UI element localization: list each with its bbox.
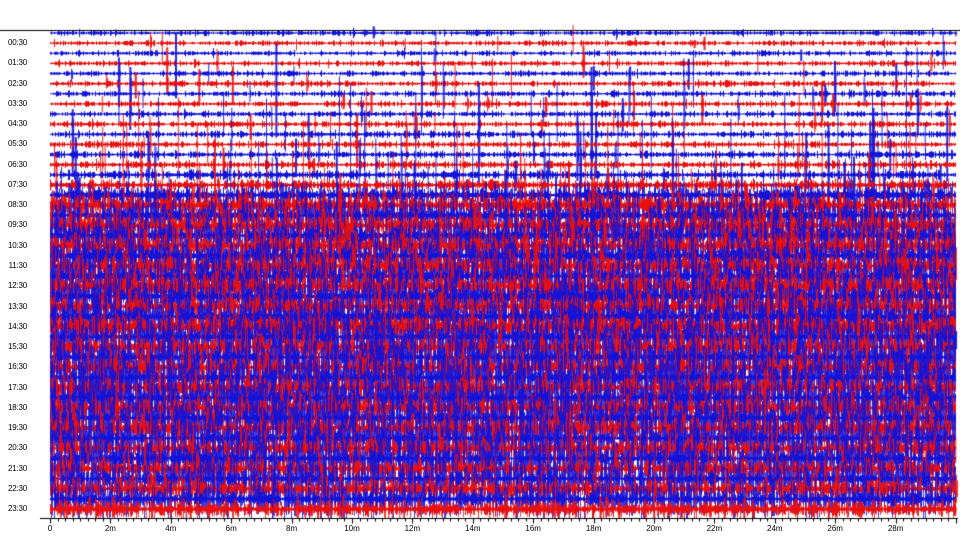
minute-tick-label: 8m bbox=[286, 524, 298, 533]
hour-label: 00:30 bbox=[7, 38, 27, 48]
hour-label: 16:30 bbox=[7, 362, 27, 372]
minute-tick-label: 6m bbox=[225, 524, 237, 533]
minute-tick-label: 4m bbox=[165, 524, 177, 533]
hour-label: 19:30 bbox=[7, 423, 27, 433]
minute-tick-label: 12m bbox=[404, 524, 421, 533]
hour-label: 02:30 bbox=[7, 78, 27, 88]
minute-tick-label: 24m bbox=[767, 524, 783, 533]
hour-label: 03:30 bbox=[7, 98, 27, 108]
minute-tick-label: 28m bbox=[887, 524, 904, 533]
hour-label: 04:30 bbox=[7, 119, 27, 129]
hour-label: 10:30 bbox=[7, 240, 27, 250]
hour-label: 23:30 bbox=[7, 504, 27, 514]
hour-label: 18:30 bbox=[7, 402, 27, 412]
hour-label: 01:30 bbox=[7, 58, 27, 68]
hour-label: 07:30 bbox=[7, 179, 27, 189]
minute-tick-label: 20m bbox=[646, 524, 662, 533]
minute-tick-label: 18m bbox=[585, 524, 602, 533]
hour-label: 13:30 bbox=[7, 301, 27, 311]
minute-tick-label: 22m bbox=[706, 524, 723, 533]
hour-label: 14:30 bbox=[7, 321, 27, 331]
minute-tick-label: 2m bbox=[104, 524, 116, 533]
hour-label: 08:30 bbox=[7, 200, 27, 210]
minute-tick-label: 14m bbox=[465, 524, 481, 533]
hour-label: 17:30 bbox=[7, 382, 27, 392]
hour-label: 09:30 bbox=[7, 220, 27, 230]
hour-label: 22:30 bbox=[7, 483, 27, 493]
hour-label: 21:30 bbox=[7, 463, 27, 473]
minute-tick-label: 0 bbox=[47, 524, 53, 533]
hour-label: 06:30 bbox=[7, 159, 27, 169]
hour-label: 11:30 bbox=[8, 260, 28, 270]
minute-tick-label: 26m bbox=[827, 524, 843, 533]
hour-label: 05:30 bbox=[7, 139, 27, 149]
hour-label: 15:30 bbox=[7, 342, 27, 352]
hour-label: 20:30 bbox=[7, 443, 27, 453]
minute-tick-label: 16m bbox=[525, 524, 541, 533]
hour-label: 12:30 bbox=[7, 281, 27, 291]
minute-tick-label: 10m bbox=[344, 524, 360, 533]
